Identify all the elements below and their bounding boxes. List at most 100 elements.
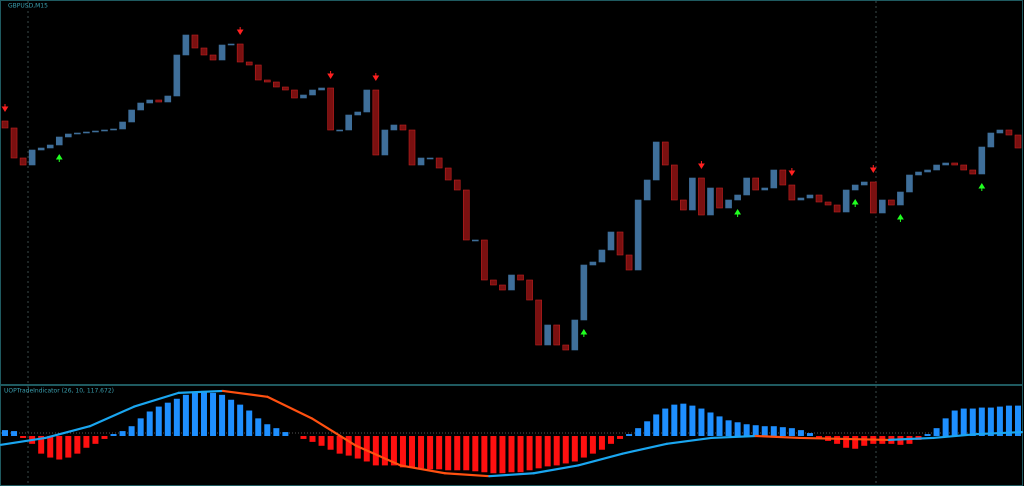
histogram-bar (92, 436, 99, 444)
candle-body (508, 274, 515, 291)
histogram-bar (463, 436, 470, 471)
candle-body (1, 120, 9, 129)
histogram-bar (770, 426, 777, 436)
signal-line (576, 452, 624, 467)
buy-arrow (851, 199, 859, 207)
candle-body (490, 279, 497, 286)
indicator-title: UOPTradeIndicator (26, 10, 117.672) (4, 388, 114, 395)
signal-line (843, 437, 890, 442)
candle-body (390, 124, 398, 131)
candle-body (300, 94, 307, 99)
histogram-bar (580, 436, 587, 458)
candle-body (327, 87, 334, 131)
candle-body (851, 184, 859, 191)
histogram-bar (273, 428, 280, 436)
candle-body (101, 129, 108, 132)
candle-body (652, 141, 660, 181)
histogram-bar (300, 436, 307, 439)
signal-line (532, 464, 580, 475)
histogram-bar (671, 404, 678, 436)
candle-body (743, 177, 750, 196)
signal-line (710, 434, 757, 440)
candle-body (634, 199, 642, 271)
candle-body (643, 179, 651, 201)
candle-body (671, 164, 678, 201)
histogram-bar (544, 436, 551, 467)
histogram-bar (409, 436, 416, 468)
candle-body (273, 81, 280, 88)
signal-line (665, 436, 713, 445)
candle-body (707, 187, 714, 216)
candle-body (824, 201, 832, 206)
histogram-bar (834, 436, 841, 444)
histogram-bar (128, 426, 135, 436)
candle-body (607, 231, 615, 251)
candle-body (236, 43, 244, 63)
candle-body (372, 89, 380, 156)
signal-line (0, 436, 47, 446)
histogram-bar (155, 406, 162, 436)
sell-arrow (869, 165, 877, 173)
histogram-bar (472, 436, 479, 472)
candle-body (553, 324, 561, 346)
histogram-bar (861, 436, 868, 446)
candle-body (725, 199, 732, 209)
histogram-bar (806, 433, 813, 436)
histogram-bar (499, 436, 506, 474)
histogram-bar (644, 421, 651, 436)
candle-body (779, 169, 787, 186)
signal-line (221, 389, 269, 398)
histogram-bar (589, 436, 596, 454)
candle-body (354, 111, 362, 116)
candle-body (860, 181, 868, 186)
candle-body (580, 264, 588, 321)
candle-body (806, 194, 814, 199)
candle-body (173, 54, 181, 97)
candle-body (119, 121, 126, 130)
candle-body (155, 99, 163, 103)
histogram-bar (725, 420, 732, 436)
histogram-bar (526, 436, 533, 471)
histogram-bar (1005, 405, 1012, 436)
histogram-bar (490, 436, 497, 474)
candle-body (128, 109, 135, 123)
histogram-bar (662, 408, 669, 436)
candle-body (544, 324, 551, 346)
candle-body (92, 130, 99, 133)
histogram-bar (517, 436, 524, 473)
histogram-bar (1015, 405, 1021, 436)
candle-body (1005, 129, 1013, 136)
candle-body (426, 157, 434, 160)
candle-body (19, 157, 27, 166)
histogram-bar (734, 422, 741, 436)
candle-body (10, 127, 18, 159)
histogram-bar (689, 405, 696, 436)
candle-body (462, 189, 470, 241)
histogram-bar (779, 427, 786, 436)
candle-body (137, 102, 144, 111)
candle-body (517, 274, 524, 281)
candle-body (996, 129, 1004, 134)
candle-body (263, 79, 271, 83)
histogram-bar (635, 428, 642, 436)
histogram-bar (38, 436, 45, 454)
histogram-bar (481, 436, 488, 473)
signal-line (266, 395, 313, 420)
candle-body (399, 124, 407, 131)
sell-arrow (236, 27, 244, 35)
candle-body (83, 131, 90, 134)
candle-body (842, 189, 850, 213)
sell-arrow (698, 161, 705, 169)
histogram-bar (191, 391, 198, 436)
signal-line (310, 417, 358, 447)
candle-body (28, 149, 36, 166)
histogram-bar (363, 436, 370, 462)
histogram-bar (372, 436, 379, 466)
candle-body (680, 199, 687, 211)
histogram-bar (219, 394, 226, 436)
histogram-bar (653, 414, 660, 436)
histogram-bar (698, 408, 705, 436)
histogram-bar (508, 436, 515, 473)
candle-body (444, 167, 452, 181)
histogram-bar (978, 407, 985, 436)
